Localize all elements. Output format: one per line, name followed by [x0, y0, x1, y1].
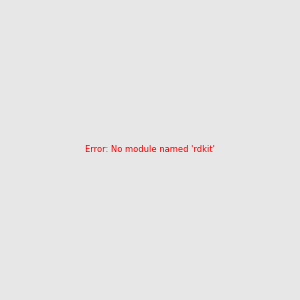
Text: Error: No module named 'rdkit': Error: No module named 'rdkit': [85, 146, 215, 154]
